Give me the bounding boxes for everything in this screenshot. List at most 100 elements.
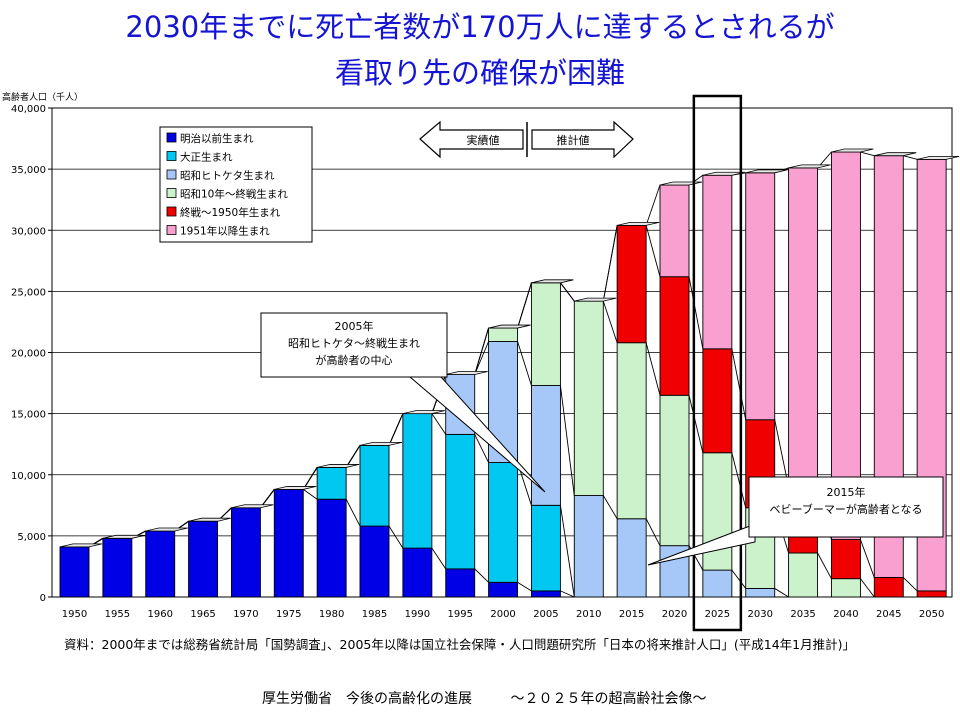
x-tick-label: 2005 bbox=[533, 609, 558, 620]
stack-connector bbox=[731, 348, 747, 420]
bar-segment bbox=[573, 300, 604, 496]
bar-top-face bbox=[274, 486, 317, 490]
bar-top-face bbox=[831, 148, 874, 153]
y-tick-label: 40,000 bbox=[11, 104, 46, 115]
bar-top-face bbox=[574, 297, 617, 302]
estimated-values-arrow bbox=[531, 120, 634, 159]
bar-top-face bbox=[402, 410, 445, 415]
bar-segment bbox=[530, 504, 561, 592]
callout-2005-text: が高齢者の中心 bbox=[316, 353, 393, 367]
y-tick-label: 30,000 bbox=[11, 226, 46, 237]
stacked-bar-chart: 0 5,000 10,000 15,000 20,000 25,000 30,000 35,0… bbox=[2, 91, 960, 632]
stack-connector bbox=[345, 445, 361, 468]
stack-connector bbox=[474, 327, 490, 375]
bar-top-face bbox=[231, 504, 274, 509]
x-tick-label: 1990 bbox=[405, 609, 430, 620]
bar-top-face bbox=[874, 152, 917, 157]
y-tick-label: 35,000 bbox=[11, 165, 46, 176]
x-tick-label: 1975 bbox=[276, 609, 301, 620]
y-tick-label: 20,000 bbox=[11, 349, 46, 360]
bar-top-face bbox=[659, 181, 703, 186]
x-tick-label: 2010 bbox=[576, 609, 601, 620]
x-tick-label: 1960 bbox=[147, 609, 172, 620]
legend-label: 昭和ヒトケタ生まれ bbox=[180, 169, 275, 182]
stack-connector bbox=[903, 155, 918, 160]
stack-connector bbox=[431, 547, 447, 570]
bar-segment bbox=[830, 539, 861, 580]
legend-label: 明治以前生まれ bbox=[180, 132, 254, 145]
legend-swatch bbox=[166, 188, 177, 198]
bar-segment bbox=[873, 576, 904, 598]
page-title-line1: 2030年までに死亡者数が170万人に達するとされるが bbox=[125, 10, 835, 44]
stack-connector bbox=[602, 495, 618, 519]
stack-connector bbox=[474, 568, 489, 583]
x-tick-label: 2025 bbox=[705, 609, 730, 620]
bar-segment bbox=[230, 507, 261, 598]
y-tick-label: 5,000 bbox=[17, 532, 46, 543]
bar-top-face bbox=[317, 464, 360, 468]
x-tick-label: 2045 bbox=[876, 609, 901, 620]
stack-connector bbox=[645, 225, 661, 277]
bar-top-face bbox=[359, 442, 403, 446]
stack-connector bbox=[688, 395, 704, 453]
bar-segment bbox=[530, 385, 561, 506]
stack-connector bbox=[517, 341, 532, 386]
bar-segment bbox=[745, 172, 776, 421]
bar-segment bbox=[659, 184, 690, 278]
bar-segment bbox=[488, 462, 519, 583]
bar-top-face bbox=[102, 534, 145, 539]
stack-connector bbox=[688, 276, 704, 349]
bar-segment bbox=[659, 394, 690, 547]
bar-segment bbox=[916, 590, 947, 598]
stack-connector bbox=[560, 590, 575, 598]
stack-connector bbox=[474, 341, 489, 375]
bar-top-face bbox=[188, 517, 231, 522]
highlight-box-2025 bbox=[692, 94, 743, 632]
legend-label: 終戦～1950年生まれ bbox=[180, 206, 281, 219]
x-tick-label: 1970 bbox=[233, 609, 258, 620]
legend-swatch bbox=[166, 151, 177, 161]
bar-segment bbox=[359, 525, 390, 598]
page-title-line2: 看取り先の確保が困難 bbox=[334, 56, 625, 90]
bar-top-face bbox=[788, 164, 831, 169]
x-tick-label: 1950 bbox=[62, 609, 87, 620]
stack-connector bbox=[388, 525, 404, 549]
stack-connector bbox=[559, 385, 575, 496]
y-tick-label: 25,000 bbox=[11, 287, 46, 298]
stack-connector bbox=[645, 342, 661, 396]
bar-top-face bbox=[59, 543, 103, 548]
bar-segment bbox=[445, 568, 476, 598]
bar-segment bbox=[488, 327, 519, 342]
stack-connector bbox=[602, 225, 618, 302]
bar-segment bbox=[788, 552, 819, 598]
x-tick-label: 2020 bbox=[662, 609, 687, 620]
bar-segment bbox=[445, 433, 476, 570]
bar-segment bbox=[616, 224, 647, 344]
stack-connector bbox=[731, 569, 747, 589]
stack-connector bbox=[517, 282, 532, 329]
bar-segment bbox=[59, 546, 90, 598]
legend-swatch bbox=[166, 225, 177, 235]
bar-segment bbox=[188, 520, 219, 598]
footer-org: 厚生労働省 今後の高齢化の進展 bbox=[262, 691, 472, 707]
legend-box bbox=[159, 126, 313, 243]
stack-connector bbox=[817, 552, 832, 579]
bar-top-face bbox=[702, 171, 745, 176]
stack-connector bbox=[388, 413, 404, 446]
bar-segment bbox=[316, 498, 347, 598]
stack-connector bbox=[645, 518, 661, 546]
stack-connector bbox=[559, 505, 575, 598]
footer-subtitle: ～２０２５年の超高齢社会像～ bbox=[510, 691, 707, 707]
bar-segment bbox=[830, 151, 861, 540]
x-tick-label: 2015 bbox=[619, 609, 644, 620]
bar-segment bbox=[402, 413, 433, 549]
x-tick-label: 1985 bbox=[362, 609, 387, 620]
bar-segment bbox=[316, 466, 347, 500]
x-tick-label: 2040 bbox=[833, 609, 858, 620]
bar-segment bbox=[616, 518, 647, 598]
stack-connector bbox=[645, 184, 661, 226]
bar-segment bbox=[702, 569, 733, 598]
footer: 厚生労働省 今後の高齢化の進展 ～２０２５年の超高齢社会像～ bbox=[262, 688, 740, 708]
stack-connector bbox=[860, 578, 875, 598]
y-tick-label: 0 bbox=[40, 593, 46, 604]
